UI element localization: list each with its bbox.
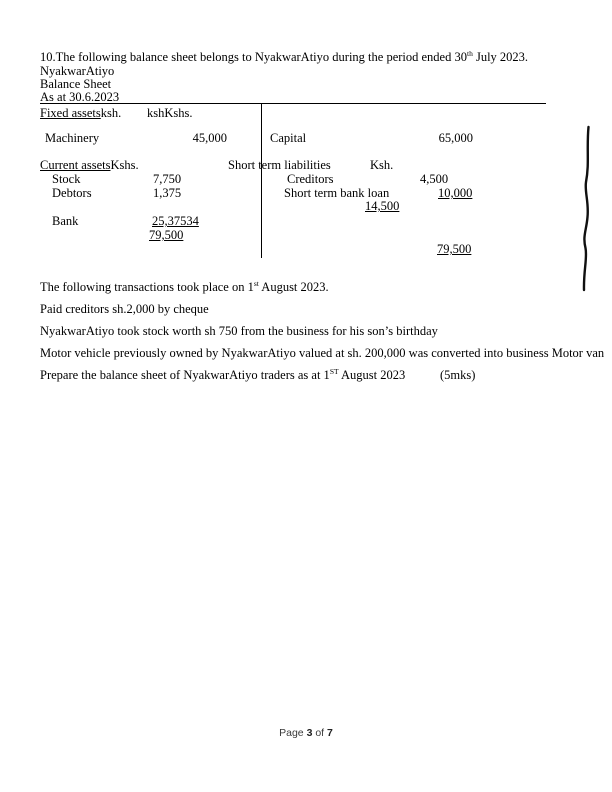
fixed-assets-heading: Fixed assetsksh. (40, 106, 121, 120)
statement-title: Balance Sheet (40, 77, 112, 91)
footer-page-number: 3 (306, 727, 313, 739)
capital-amount: 65,000 (438, 131, 473, 145)
table-top-border (40, 103, 546, 104)
fixed-assets-unit: ksh. (100, 106, 122, 120)
debtors-label: Debtors (52, 186, 92, 200)
transactions-intro: The following transactions took place on… (40, 280, 329, 294)
assets-column-unit: kshKshs. (147, 106, 193, 120)
ordinal-superscript: th (466, 48, 473, 58)
bank-loan-amount: 10,000 (438, 186, 473, 200)
margin-pen-mark (582, 125, 590, 292)
transaction-item-1: Paid creditors sh.2,000 by cheque (40, 302, 209, 316)
short-term-liabilities-heading: Short term liabilities (228, 158, 331, 172)
capital-label: Capital (270, 131, 307, 145)
liabilities-column-unit: Ksh. (370, 158, 394, 172)
task-instruction: Prepare the balance sheet of NyakwarAtiy… (40, 368, 405, 382)
creditors-amount: 4,500 (420, 172, 449, 186)
transactions-intro-tail: August 2023. (258, 280, 329, 294)
ordinal-superscript: st (253, 278, 259, 288)
creditors-label: Creditors (287, 172, 334, 186)
transaction-item-3: Motor vehicle previously owned by Nyakwa… (40, 346, 605, 360)
question-intro: 10.The following balance sheet belongs t… (40, 50, 528, 64)
assets-total-amount: 79,500 (149, 228, 184, 242)
page-footer: Page 3 of 7 (0, 727, 612, 739)
machinery-label: Machinery (45, 131, 100, 145)
debtors-amount: 1,375 (153, 186, 182, 200)
machinery-amount: 45,000 (192, 131, 227, 145)
business-owner-name: NyakwarAtiyo (40, 64, 115, 78)
table-column-divider (261, 103, 262, 258)
current-assets-label: Current assets (40, 158, 111, 172)
liabilities-total-amount: 79,500 (437, 242, 472, 256)
footer-of-word: of (312, 727, 328, 739)
ordinal-superscript: ST (329, 366, 339, 376)
footer-page-total: 7 (327, 727, 333, 739)
liabilities-subtotal-amount: 14,500 (365, 199, 400, 213)
current-assets-heading: Current assetsKshs. (40, 158, 139, 172)
stock-label: Stock (52, 172, 81, 186)
transactions-intro-text: The following transactions took place on… (40, 280, 254, 294)
transaction-item-2: NyakwarAtiyo took stock worth sh 750 fro… (40, 324, 438, 338)
bank-amount: 25,37534 (152, 214, 199, 228)
question-intro-tail: July 2023. (472, 50, 529, 64)
question-intro-text: 10.The following balance sheet belongs t… (40, 50, 467, 64)
bank-loan-label: Short term bank loan (284, 186, 390, 200)
task-instruction-tail: August 2023 (338, 368, 406, 382)
fixed-assets-label: Fixed assets (40, 106, 101, 120)
current-assets-unit: Kshs. (110, 158, 139, 172)
bank-label: Bank (52, 214, 79, 228)
statement-date: As at 30.6.2023 (40, 90, 120, 104)
stock-amount: 7,750 (153, 172, 182, 186)
task-instruction-text: Prepare the balance sheet of NyakwarAtiy… (40, 368, 330, 382)
marks-allocation: (5mks) (440, 368, 476, 382)
footer-page-word: Page (279, 727, 307, 739)
